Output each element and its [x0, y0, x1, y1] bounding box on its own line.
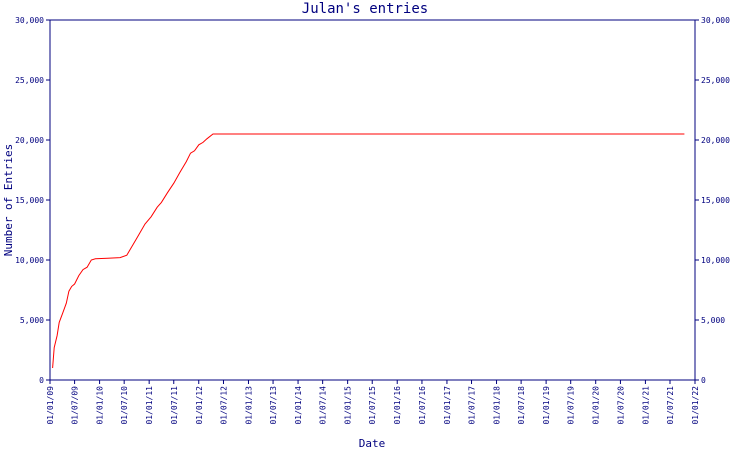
- x-tick-label: 01/07/15: [368, 386, 377, 425]
- x-tick-label: 01/01/09: [46, 386, 55, 425]
- x-tick-label: 01/01/12: [195, 386, 204, 425]
- x-tick-label: 01/01/10: [96, 386, 105, 425]
- x-tick-label: 01/07/17: [468, 386, 477, 425]
- y-tick-label-right: 30,000: [701, 16, 730, 25]
- x-tick-label: 01/07/18: [517, 386, 526, 425]
- y-tick-label-left: 30,000: [15, 16, 44, 25]
- y-tick-label-left: 20,000: [15, 136, 44, 145]
- x-tick-label: 01/01/20: [592, 386, 601, 425]
- x-tick-label: 01/01/21: [641, 386, 650, 425]
- x-tick-label: 01/01/22: [691, 386, 700, 425]
- y-tick-label-left: 15,000: [15, 196, 44, 205]
- y-tick-label-right: 25,000: [701, 76, 730, 85]
- y-tick-label-left: 5,000: [20, 316, 44, 325]
- x-tick-label: 01/01/19: [542, 386, 551, 425]
- y-tick-label-right: 5,000: [701, 316, 725, 325]
- x-tick-label: 01/07/19: [567, 386, 576, 425]
- series-line: [52, 133, 685, 369]
- x-axis-label: Date: [359, 437, 386, 450]
- plot-area-frame: [49, 19, 696, 381]
- y-tick-label-left: 25,000: [15, 76, 44, 85]
- chart-title: Julan's entries: [302, 1, 428, 17]
- x-tick-label: 01/07/13: [269, 386, 278, 425]
- x-tick-label: 01/01/17: [443, 386, 452, 425]
- x-tick-label: 01/07/20: [616, 386, 625, 425]
- y-tick-label-left: 10,000: [15, 256, 44, 265]
- x-tick-label: 01/01/15: [344, 386, 353, 425]
- y-tick-label-right: 15,000: [701, 196, 730, 205]
- y-axis-right: 0 5,000 10,000 15,000 20,000 25,000 30,000: [695, 16, 730, 385]
- y-axis-label: Number of Entries: [2, 144, 15, 257]
- y-axis-left: 0 5,000 10,000 15,000 20,000 25,000 30,000: [15, 16, 50, 385]
- y-tick-label-right: 10,000: [701, 256, 730, 265]
- x-tick-label: 01/07/12: [219, 386, 228, 425]
- x-axis: 01/01/09 01/07/09 01/01/10 01/07/10 01/01/11…: [46, 380, 700, 425]
- x-tick-label: 01/07/21: [666, 386, 675, 425]
- y-tick-label-right: 0: [701, 376, 706, 385]
- x-tick-label: 01/07/14: [319, 386, 328, 425]
- x-tick-label: 01/07/10: [120, 386, 129, 425]
- y-tick-label-left: 0: [39, 376, 44, 385]
- y-tick-label-right: 20,000: [701, 136, 730, 145]
- x-tick-label: 01/07/11: [170, 386, 179, 425]
- x-tick-label: 01/07/09: [71, 386, 80, 425]
- x-tick-label: 01/07/16: [418, 386, 427, 425]
- series-layer: [52, 133, 685, 369]
- x-tick-label: 01/01/11: [145, 386, 154, 425]
- x-tick-label: 01/01/13: [244, 386, 253, 425]
- x-tick-label: 01/01/14: [294, 386, 303, 425]
- x-tick-label: 01/01/18: [493, 386, 502, 425]
- x-tick-label: 01/01/16: [393, 386, 402, 425]
